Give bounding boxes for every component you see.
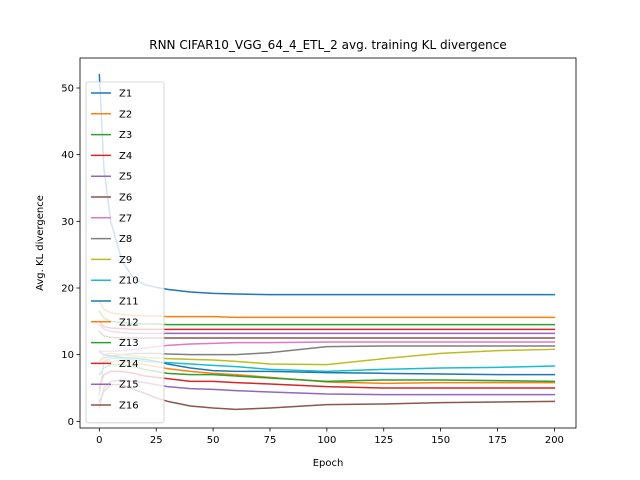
legend-label: Z6: [119, 193, 132, 204]
legend-label: Z4: [119, 151, 132, 162]
legend-item-z12: Z12: [91, 317, 139, 328]
y-tick-label: 40: [61, 150, 74, 161]
legend-label: Z12: [119, 317, 139, 328]
legend-item-z2: Z2: [91, 109, 132, 120]
y-axis: 0 10 20 30 40 50: [61, 84, 80, 428]
legend-item-z6: Z6: [91, 193, 132, 204]
legend-item-z8: Z8: [91, 234, 132, 245]
legend-item-z1: Z1: [91, 89, 132, 100]
axes-border: [79, 57, 577, 429]
chart-title: RNN CIFAR10_VGG_64_4_ETL_2 avg. training…: [149, 38, 507, 52]
x-tick-label: 25: [150, 435, 163, 446]
x-tick-label: 0: [96, 435, 102, 446]
legend-label: Z11: [119, 297, 139, 308]
y-tick-label: 30: [61, 217, 74, 228]
x-axis: 0 25 50 75 100 125 150 175 200: [96, 428, 564, 446]
legend-item-z5: Z5: [91, 172, 132, 183]
x-axis-label: Epoch: [313, 458, 344, 469]
x-tick-label: 75: [264, 435, 277, 446]
x-tick-label: 125: [374, 435, 393, 446]
legend-label: Z5: [119, 172, 132, 183]
legend-label: Z16: [119, 401, 139, 412]
legend-item-z9: Z9: [91, 255, 132, 266]
legend-item-z14: Z14: [91, 359, 139, 370]
legend-item-z4: Z4: [91, 151, 132, 162]
legend-item-z15: Z15: [91, 380, 139, 391]
x-tick-label: 200: [545, 435, 564, 446]
legend-item-z10: Z10: [91, 276, 139, 287]
legend: Z1 Z2 Z3 Z4 Z5 Z6 Z7 Z8 Z9 Z10 Z11 Z12 Z13 Z14 Z15 Z16: [85, 81, 165, 424]
y-tick-label: 20: [61, 284, 74, 295]
legend-label: Z9: [119, 255, 132, 266]
legend-item-z7: Z7: [91, 213, 132, 224]
legend-item-z16: Z16: [91, 401, 139, 412]
legend-label: Z15: [119, 380, 139, 391]
legend-item-z11: Z11: [91, 297, 139, 308]
y-tick-label: 50: [61, 84, 74, 95]
legend-label: Z2: [119, 109, 132, 120]
legend-label: Z7: [119, 213, 132, 224]
legend-item-z13: Z13: [91, 338, 139, 349]
legend-label: Z1: [119, 89, 132, 100]
x-tick-label: 150: [431, 435, 450, 446]
legend-label: Z8: [119, 234, 132, 245]
x-tick-label: 100: [317, 435, 336, 446]
x-tick-label: 50: [207, 435, 220, 446]
legend-item-z3: Z3: [91, 130, 132, 141]
y-tick-label: 0: [68, 417, 74, 428]
legend-box: [85, 81, 165, 424]
y-tick-label: 10: [61, 350, 74, 361]
y-axis-label: Avg. KL divergence: [35, 195, 46, 291]
x-tick-label: 175: [488, 435, 507, 446]
legend-label: Z14: [119, 359, 139, 370]
legend-label: Z13: [119, 338, 139, 349]
legend-label: Z3: [119, 130, 132, 141]
legend-label: Z10: [119, 276, 139, 287]
